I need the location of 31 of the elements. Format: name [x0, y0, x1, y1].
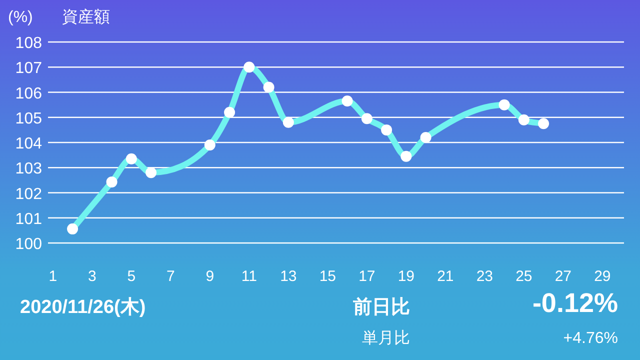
- x-tick-label: 15: [319, 268, 336, 285]
- chart-title: 資産額: [62, 8, 110, 26]
- y-tick-label: 100: [15, 236, 42, 253]
- x-tick-label: 29: [594, 268, 611, 285]
- x-tick-label: 11: [241, 268, 257, 285]
- x-tick-label: 19: [398, 268, 415, 285]
- x-tick-label: 27: [554, 268, 572, 285]
- text: 2020/11/26(木): [20, 296, 146, 318]
- y-axis-title: (%): [8, 9, 33, 26]
- y-tick-label: 104: [15, 136, 42, 152]
- x-tick-label: 3: [88, 268, 96, 285]
- y-tick-label: 108: [15, 35, 42, 52]
- text: -0.12%: [532, 288, 618, 318]
- x-tick-label: 13: [280, 268, 297, 285]
- x-tick-label: 7: [166, 268, 175, 285]
- x-tick-label: 5: [127, 268, 136, 285]
- y-tick-label: 105: [15, 110, 42, 128]
- y-tick-label: 103: [15, 160, 42, 178]
- text: +4.76%: [563, 330, 618, 347]
- y-tick-label: 101: [15, 210, 42, 228]
- x-tick-label: 23: [476, 268, 494, 285]
- y-tick-label: 102: [15, 186, 42, 203]
- x-tick-label: 1: [48, 268, 58, 285]
- text: 単月比: [362, 329, 410, 347]
- x-tick-label: 21: [437, 268, 454, 285]
- x-tick-label: 9: [206, 268, 214, 285]
- y-tick-label: 106: [15, 85, 42, 102]
- x-tick-label: 25: [516, 268, 532, 285]
- x-tick-label: 17: [358, 268, 376, 285]
- text: 前日比: [352, 296, 410, 318]
- y-tick-label: 107: [15, 60, 42, 78]
